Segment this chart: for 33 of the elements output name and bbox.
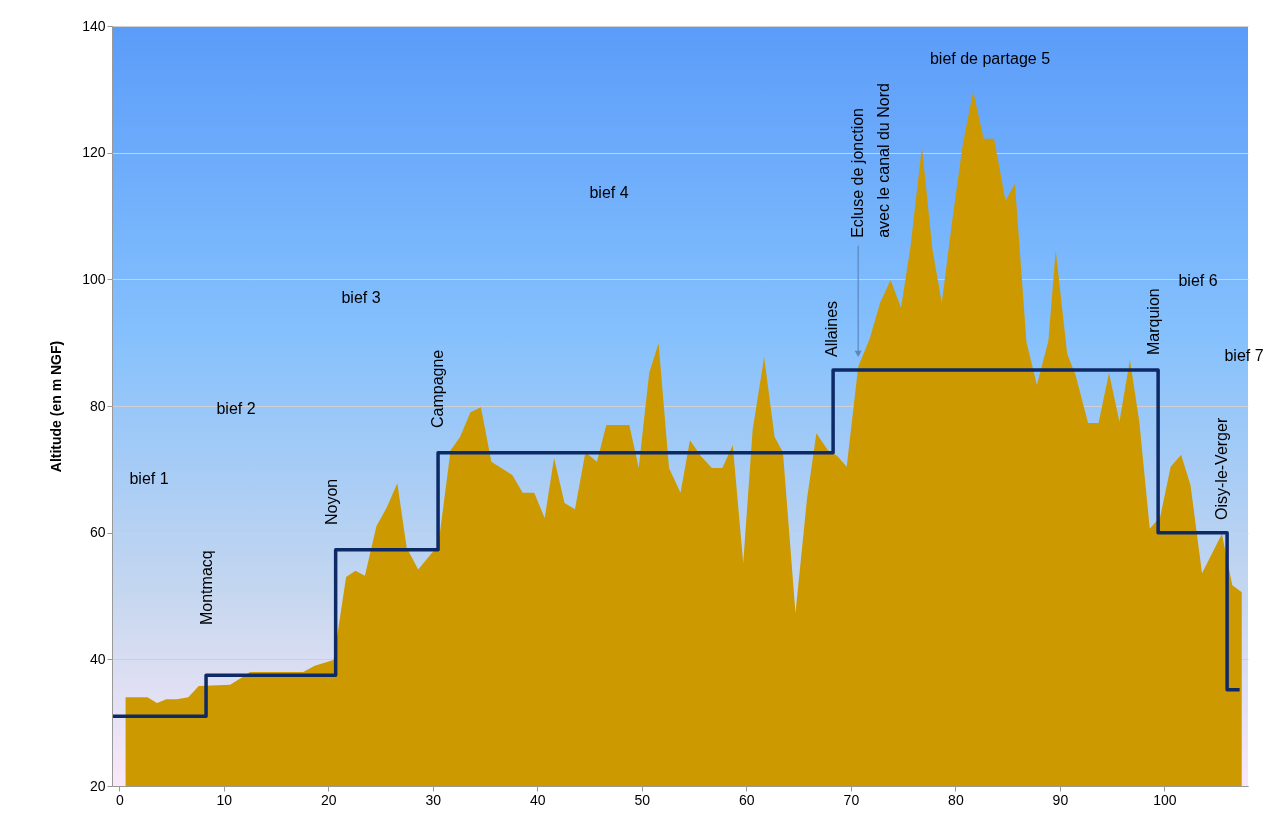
annotation: bief 3	[341, 289, 381, 306]
y-tick-label: 100	[82, 270, 106, 287]
annotation: Noyon	[323, 478, 340, 525]
x-tick-label: 90	[1052, 791, 1069, 808]
x-tick-label: 60	[739, 791, 755, 808]
y-tick-label: 140	[82, 17, 106, 34]
x-tick-label: 20	[321, 791, 337, 808]
annotation: bief 1	[129, 470, 169, 487]
x-tick-label: 30	[425, 791, 442, 808]
x-tick-label: 80	[948, 791, 964, 808]
x-tick-label: 70	[843, 791, 860, 808]
y-tick-label: 40	[89, 650, 106, 667]
annotation: Ecluse de jonction avec le canal du Nord	[849, 83, 893, 238]
annotation: bief 7	[1224, 347, 1264, 364]
x-tick-label: 100	[1153, 791, 1177, 808]
annotation: Oisy-le-Verger	[1213, 417, 1230, 520]
annotation: Montmacq	[198, 550, 215, 625]
annotation: bief 4	[589, 184, 629, 201]
annotation: Allaines	[823, 300, 840, 357]
y-tick-label: 60	[89, 524, 106, 541]
annotation: bief 6	[1178, 272, 1218, 289]
x-tick-label: 10	[216, 791, 233, 808]
x-tick-label: 40	[530, 791, 546, 808]
annotation: bief de partage 5	[929, 50, 1051, 67]
x-tick-label: 0	[115, 791, 124, 808]
y-tick-label: 120	[82, 144, 106, 161]
annotation: Marquion	[1145, 288, 1162, 355]
y-tick-label: 80	[89, 397, 106, 414]
x-tick-label: 50	[634, 791, 651, 808]
annotation: Campagne	[429, 349, 446, 428]
y-tick-label: 20	[89, 777, 106, 794]
y-axis-title: Altitude (en m NGF)	[48, 340, 65, 473]
annotation: bief 2	[216, 400, 256, 417]
